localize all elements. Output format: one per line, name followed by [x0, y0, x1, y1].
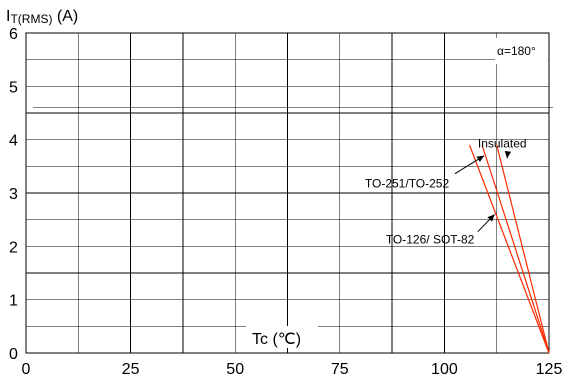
y-tick-label: 6 [9, 26, 18, 43]
y-axis-title-sub: T(RMS) [10, 12, 52, 26]
y-tick-label: 0 [9, 346, 18, 363]
y-axis-title-main: I [6, 8, 10, 25]
x-tick-label: 0 [22, 361, 31, 378]
angle-annotation-box [495, 38, 548, 64]
series-label-to-251-to-252: TO-251/TO-252 [365, 177, 450, 191]
series-arrowhead-to-126-sot-82 [487, 214, 495, 222]
curve-layer [468, 144, 550, 354]
series-line-to-126-sot-82 [468, 144, 550, 354]
angle-annotation: α=180° [497, 44, 536, 58]
tick-layer: 0 25 50 75 100 125 0 1 2 3 4 5 6 [9, 26, 562, 378]
y-tick-label: 4 [9, 133, 18, 150]
x-axis-title: Tc (℃) [252, 331, 301, 348]
y-axis-title-unit: (A) [52, 8, 78, 25]
series-arrowhead-to-251-to-252 [476, 155, 485, 163]
grid-layer [25, 32, 553, 354]
series-label-insulated: Insulated [478, 137, 527, 151]
y-tick-label: 1 [9, 293, 18, 310]
y-tick-label: 2 [9, 239, 18, 256]
y-tick-label: 5 [9, 79, 18, 96]
annotation-layer: TO-126/ SOT-82 TO-251/TO-252 Insulated [365, 137, 527, 247]
x-tick-label: 100 [431, 361, 458, 378]
x-tick-label: 25 [122, 361, 140, 378]
y-axis-title: IT(RMS) (A) [6, 8, 78, 26]
y-tick-label: 3 [9, 186, 18, 203]
x-tick-label: 50 [226, 361, 244, 378]
x-tick-label: 125 [536, 361, 563, 378]
x-tick-label: 75 [331, 361, 349, 378]
series-line-insulated [496, 144, 550, 354]
series-arrowhead-insulated [504, 151, 512, 159]
series-line-to-251-to-252 [481, 144, 550, 354]
series-label-to-126-sot-82: TO-126/ SOT-82 [386, 233, 475, 247]
x-axis-title-bg [246, 326, 318, 348]
